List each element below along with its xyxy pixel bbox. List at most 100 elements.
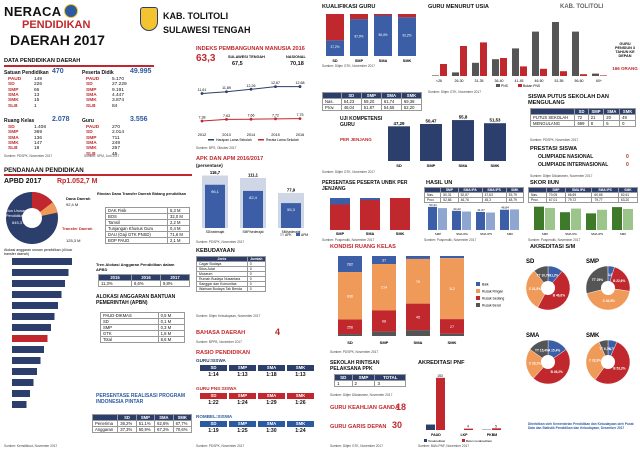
apm-bar: [281, 203, 301, 228]
legend-swatch: [424, 439, 427, 442]
pns-bar: [572, 31, 579, 77]
slice-data-label: TT 15,4%: [535, 348, 549, 352]
guru-row-value: 270: [112, 125, 121, 130]
ruang-kelas-row-value: 136: [34, 135, 43, 141]
hls-data-label: 11,89: [222, 86, 231, 90]
hasil-un-title: HASIL UN: [426, 180, 453, 186]
ukg-bar: [452, 120, 474, 161]
x-tick-label: 2016: [296, 133, 304, 137]
rasio-subtitle: ROMBEL:SISWA: [196, 414, 233, 419]
rasio-head: SMK: [287, 365, 314, 371]
rasio-head: SD: [200, 421, 227, 427]
legend-swatch: [518, 84, 522, 87]
transfer-value: 125,3 M: [66, 238, 81, 243]
guru-row-label: SMK: [86, 146, 97, 152]
rasio-value: 1:18: [266, 372, 277, 378]
bar-data-label: 87,9%: [354, 35, 363, 39]
kondisi-segment: [372, 256, 396, 265]
table-cell: 2,1 M: [167, 237, 190, 244]
alokasi-bar: [12, 335, 48, 342]
segment-data-label: 37: [382, 259, 386, 263]
unbk-title: PERSENTASE PESERTA UNBK PER JENJANG: [322, 180, 408, 192]
data-pendidikan-block: Satuan Pendidikan 470 PAUD 149 SD 226 SMP 66 SMA…: [4, 68, 154, 160]
table-cell: 9,8%: [159, 280, 191, 287]
alokasi-bar-chart: [12, 258, 72, 408]
publisher-footer: Diterbitkan oleh Kementerian Pendidikan …: [528, 422, 634, 430]
peserta-total: 49.995: [130, 68, 152, 75]
non-urusan-value: 845,3 M: [12, 220, 27, 225]
table-cell: 699: [574, 120, 589, 127]
guru-total: 3.556: [130, 116, 148, 123]
pnf-belum-bar: [492, 428, 501, 430]
bar-data-label: 96,4%: [378, 33, 387, 37]
table-row: Prov. 67,01 79,72 79,77 63,20: [528, 197, 639, 203]
satuan-label: Satuan Pendidikan: [4, 70, 49, 76]
pie-slice: [585, 341, 609, 381]
apm-bar: [243, 190, 263, 228]
bar-data-label: 44,22: [453, 207, 461, 211]
segment-data-label: 282: [347, 263, 353, 267]
ukg-title: UJI KOMPETENSI GURU: [340, 116, 383, 128]
un-2017-bar: [438, 208, 447, 230]
kondisi-segment: [440, 319, 464, 334]
kondisi-segment: [440, 333, 464, 336]
x-tick-label: SMK: [620, 232, 627, 236]
bahasa-source: Sumber: BPPB, November 2017: [196, 340, 242, 344]
legend-label: Rusak Ringan: [482, 290, 503, 294]
rls-point: [225, 118, 228, 121]
pensiun-label: GURU PENSIUN 3 TAHUN KE DEPAN: [614, 42, 636, 58]
apbd-value: Rp1.052,7 M: [57, 178, 98, 185]
pendanaan-title: PENDANAAN PENDIDIKAN: [4, 167, 84, 174]
slice-data-label: B 46,6%: [553, 293, 565, 297]
pie-hole: [541, 355, 555, 369]
transfer-label: Transfer Daerah: [62, 226, 93, 231]
guru-usia-source: Sumber: Ditjen GTK, November 2017: [428, 90, 481, 94]
kualifikasi-title: KUALIFIKASI GURU: [322, 4, 376, 10]
hls-data-label: 11,61: [198, 88, 207, 92]
x-tick-label: SM/sederajat: [282, 230, 301, 234]
table-row: SD SMP TOTAL: [334, 374, 406, 381]
segment-data-label: 27: [450, 325, 454, 329]
pie-slice: [529, 339, 549, 363]
bar-data-label: 55,8: [459, 115, 468, 120]
realisasi-title: PERSENTASE REALISASI PROGRAM INDONESIA P…: [96, 393, 186, 405]
x-tick-label: SMA: [379, 59, 388, 63]
table-cell: 67,2%: [154, 426, 174, 433]
table-row: Prov. 46,04 51,87 54,55 52,20: [322, 104, 423, 111]
guru-usia-bar-chart: <26 26-30 31-35 36-40 41-45 46-50 51-55 56-60 60…: [432, 22, 607, 88]
table-row: Penerima 36,2% 51,1% 62,6% 67,7%: [91, 420, 193, 427]
data-pendidikan-title: DATA PENDIDIKAN DAERAH: [4, 58, 81, 64]
kondisi-segment: [338, 319, 362, 335]
tutwuri-logo-icon: [64, 4, 78, 18]
table-cell: MENGULANG: [529, 120, 576, 127]
pnf-belum-bar: [464, 428, 473, 430]
satuan-row-value: 226: [34, 82, 43, 88]
segment-data-label: 98: [382, 320, 386, 324]
peserta-row-value: 84: [112, 103, 118, 109]
x-tick-label: SMP/sederajat: [243, 230, 264, 234]
x-tick-label: 41-45: [515, 79, 524, 83]
peserta-row-label: SMP: [86, 87, 97, 93]
satuan-row-label: SMA: [8, 92, 19, 98]
x-tick-label: SMP: [336, 232, 345, 236]
x-tick-label: SMP: [542, 232, 549, 236]
slice-data-label: B 53,3%: [613, 367, 625, 371]
slice-data-label: TT 10,7%: [537, 274, 551, 278]
guru-row-value: 249: [112, 140, 121, 146]
title-line2: PENDIDIKAN: [22, 19, 91, 31]
table-cell: 8,6%: [131, 280, 161, 287]
kondisi-segment: [372, 310, 396, 332]
guru-row-label: SD: [86, 130, 93, 136]
iiun-2017-bar: [545, 207, 555, 230]
rasio-value: 1:19: [208, 428, 219, 434]
iiun-2016-bar: [534, 206, 544, 230]
bukan-pns-bar: [520, 66, 527, 76]
ruang-kelas-row-value: 369: [34, 130, 43, 136]
rasio-head: SMK: [287, 421, 314, 427]
pie-title: SMK: [586, 333, 600, 339]
table-cell: 2: [351, 380, 376, 387]
iiun-2017-bar: [597, 209, 607, 230]
rasio-source: Sumber: PDSPK, November 2017: [196, 444, 245, 448]
x-tick-label: SMP: [435, 232, 442, 236]
